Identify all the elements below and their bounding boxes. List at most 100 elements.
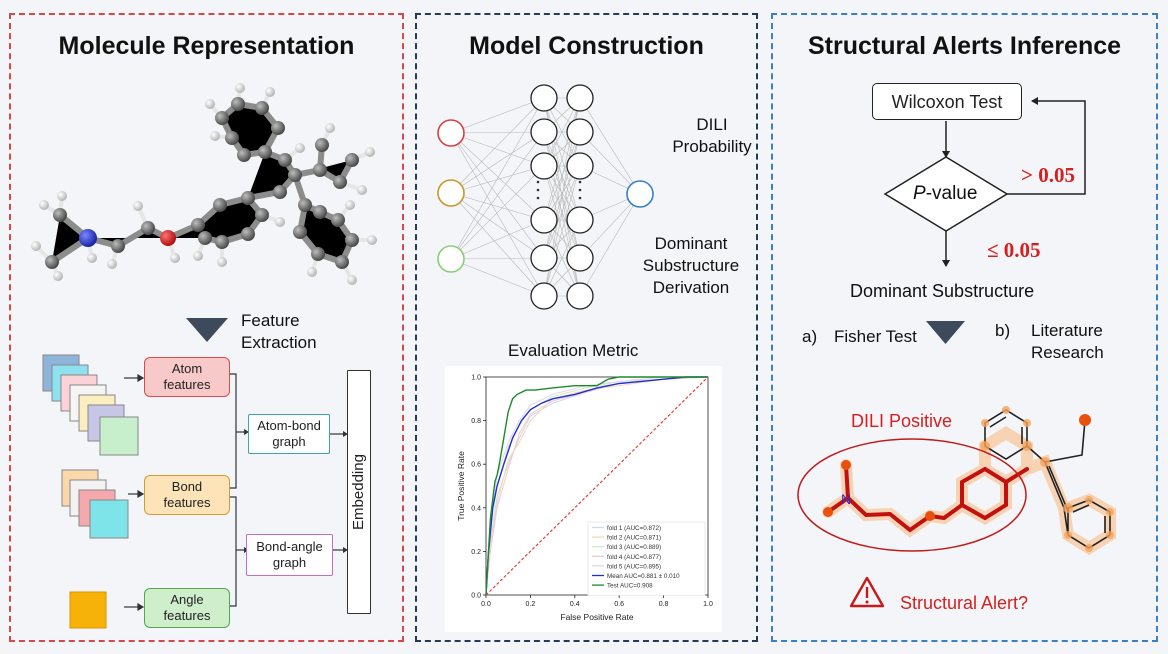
legend-entry-4: fold 5 (AUC=0.895) <box>607 563 661 570</box>
dili-probability-line1: DILI <box>696 115 728 134</box>
svg-text:N: N <box>841 491 851 507</box>
p-less-equal-threshold: ≤ 0.05 <box>987 238 1041 262</box>
literature-line1: Literature <box>1031 321 1103 340</box>
dominant-substructure-label: Dominant Substructure <box>850 281 1035 301</box>
atom-bond-graph-box: Atom-bond graph <box>248 414 330 454</box>
input-node-2 <box>437 245 465 273</box>
dominant-derivation-line1: Dominant <box>654 234 728 253</box>
feature-label-line1: Feature <box>241 311 300 330</box>
x-tick-label-2: 0.4 <box>570 601 580 608</box>
bond-features-box: Bond features <box>144 475 230 515</box>
bond-features-line2: features <box>163 495 211 510</box>
atom-feature-stack <box>42 354 139 456</box>
bond-angle-line1: Bond-angle <box>256 539 323 554</box>
angle-features-line2: features <box>163 608 211 623</box>
hidden2-node-4 <box>566 244 594 272</box>
roc-series-5 <box>485 376 708 596</box>
literature-line2: Research <box>1031 343 1104 362</box>
dili-positive-ellipse <box>797 438 1027 552</box>
structural-alerts-panel: Structural Alerts Inference <box>771 13 1158 642</box>
x-tick-label-5: 1.0 <box>703 601 713 608</box>
angle-features-line1: Angle <box>170 592 204 607</box>
hidden1-node-1 <box>530 118 558 146</box>
bond-features-line1: Bond <box>171 479 203 494</box>
y-tick-label-1: 0.2 <box>471 549 481 556</box>
warning-icon <box>849 576 885 608</box>
dili-probability-line2: Probability <box>672 137 752 156</box>
y-tick-label-2: 0.4 <box>471 505 481 512</box>
hidden1-node-0 <box>530 84 558 112</box>
legend-entry-6: Test AUC=0.908 <box>607 583 653 590</box>
evaluation-metric-label: Evaluation Metric <box>508 341 639 360</box>
y-tick-label-5: 1.0 <box>471 375 481 382</box>
molecule-representation-panel: Molecule Representation <box>9 13 404 642</box>
embedding-box: Embedding <box>347 370 371 614</box>
output-node <box>626 180 654 208</box>
bond-angle-graph-box: Bond-angle graph <box>246 534 333 576</box>
p-value-rest: -value <box>925 183 978 204</box>
hidden2-node-3 <box>566 206 594 234</box>
dominant-substructure-arrow <box>926 321 965 344</box>
fisher-prefix: a) <box>802 327 818 346</box>
roc-series-1 <box>485 376 709 596</box>
y-tick-label-3: 0.6 <box>471 462 481 469</box>
hidden2-node-0 <box>566 84 594 112</box>
x-tick-label-3: 0.6 <box>614 601 624 608</box>
hidden2-node-5 <box>566 282 594 310</box>
hidden1-node-3 <box>530 206 558 234</box>
legend-entry-5: Mean AUC=0.881 ± 0.010 <box>607 573 680 580</box>
y-tick-label-4: 0.8 <box>471 418 481 425</box>
atom-features-line1: Atom <box>171 361 203 376</box>
angle-feature-square <box>69 591 107 629</box>
dili-probability-label: DILI Probability <box>672 114 752 158</box>
hidden1-node-2 <box>530 152 558 180</box>
fisher-test-label: Fisher Test <box>834 327 917 346</box>
angle-features-box: Angle features <box>144 588 230 628</box>
structural-alert-label: Structural Alert? <box>900 593 1029 613</box>
roc-series-4 <box>485 376 708 596</box>
model-construction-panel: Model Construction <box>415 13 758 642</box>
roc-series-6 <box>485 376 708 596</box>
hidden1-node-4 <box>530 244 558 272</box>
legend-entry-3: fold 4 (AUC=0.877) <box>607 554 661 561</box>
dili-positive-label: DILI Positive <box>851 411 953 431</box>
feature-extraction-label: Feature Extraction <box>241 310 317 354</box>
y-tick-label-0: 0.0 <box>471 593 481 600</box>
literature-research-label: Literature Research <box>1031 320 1104 364</box>
alerts-panel-title: Structural Alerts Inference <box>807 32 1122 60</box>
dominant-derivation-label: Dominant Substructure Derivation <box>636 233 746 299</box>
dominant-derivation-line3: Derivation <box>652 278 730 297</box>
feature-label-line2: Extraction <box>241 333 317 352</box>
atom-features-box: Atom features <box>144 357 230 397</box>
p-greater-threshold: > 0.05 <box>1021 163 1075 187</box>
roc-y-axis-label: True Positive Rate <box>456 451 466 521</box>
p-value-italic: P <box>913 183 926 204</box>
roc-legend-box <box>587 521 706 596</box>
roc-series-7 <box>485 376 709 596</box>
dili-substructure-molecule: N <box>822 406 1116 556</box>
x-tick-label-1: 0.2 <box>526 601 536 608</box>
feature-extraction-arrow <box>186 318 228 342</box>
roc-x-axis-label: False Positive Rate <box>560 612 633 622</box>
atom-bond-line1: Atom-bond <box>257 418 321 433</box>
wilcoxon-test-label: Wilcoxon Test <box>891 91 1003 112</box>
literature-prefix: b) <box>995 321 1011 340</box>
bond-angle-line2: graph <box>272 555 307 570</box>
wilcoxon-test-box: Wilcoxon Test <box>872 83 1022 120</box>
legend-entry-1: fold 2 (AUC=0.871) <box>607 535 661 542</box>
hidden2-node-1 <box>566 118 594 146</box>
model-panel-title: Model Construction <box>469 32 704 60</box>
molecule-panel-title: Molecule Representation <box>58 32 355 60</box>
atom-features-line2: features <box>163 377 211 392</box>
dominant-derivation-line2: Substructure <box>642 256 740 275</box>
legend-entry-2: fold 3 (AUC=0.889) <box>607 544 661 551</box>
input-node-0 <box>437 119 465 147</box>
atom-bond-line2: graph <box>272 434 306 449</box>
bond-feature-stack <box>61 469 129 539</box>
x-tick-label-4: 0.8 <box>659 601 669 608</box>
legend-entry-0: fold 1 (AUC=0.872) <box>607 525 661 532</box>
